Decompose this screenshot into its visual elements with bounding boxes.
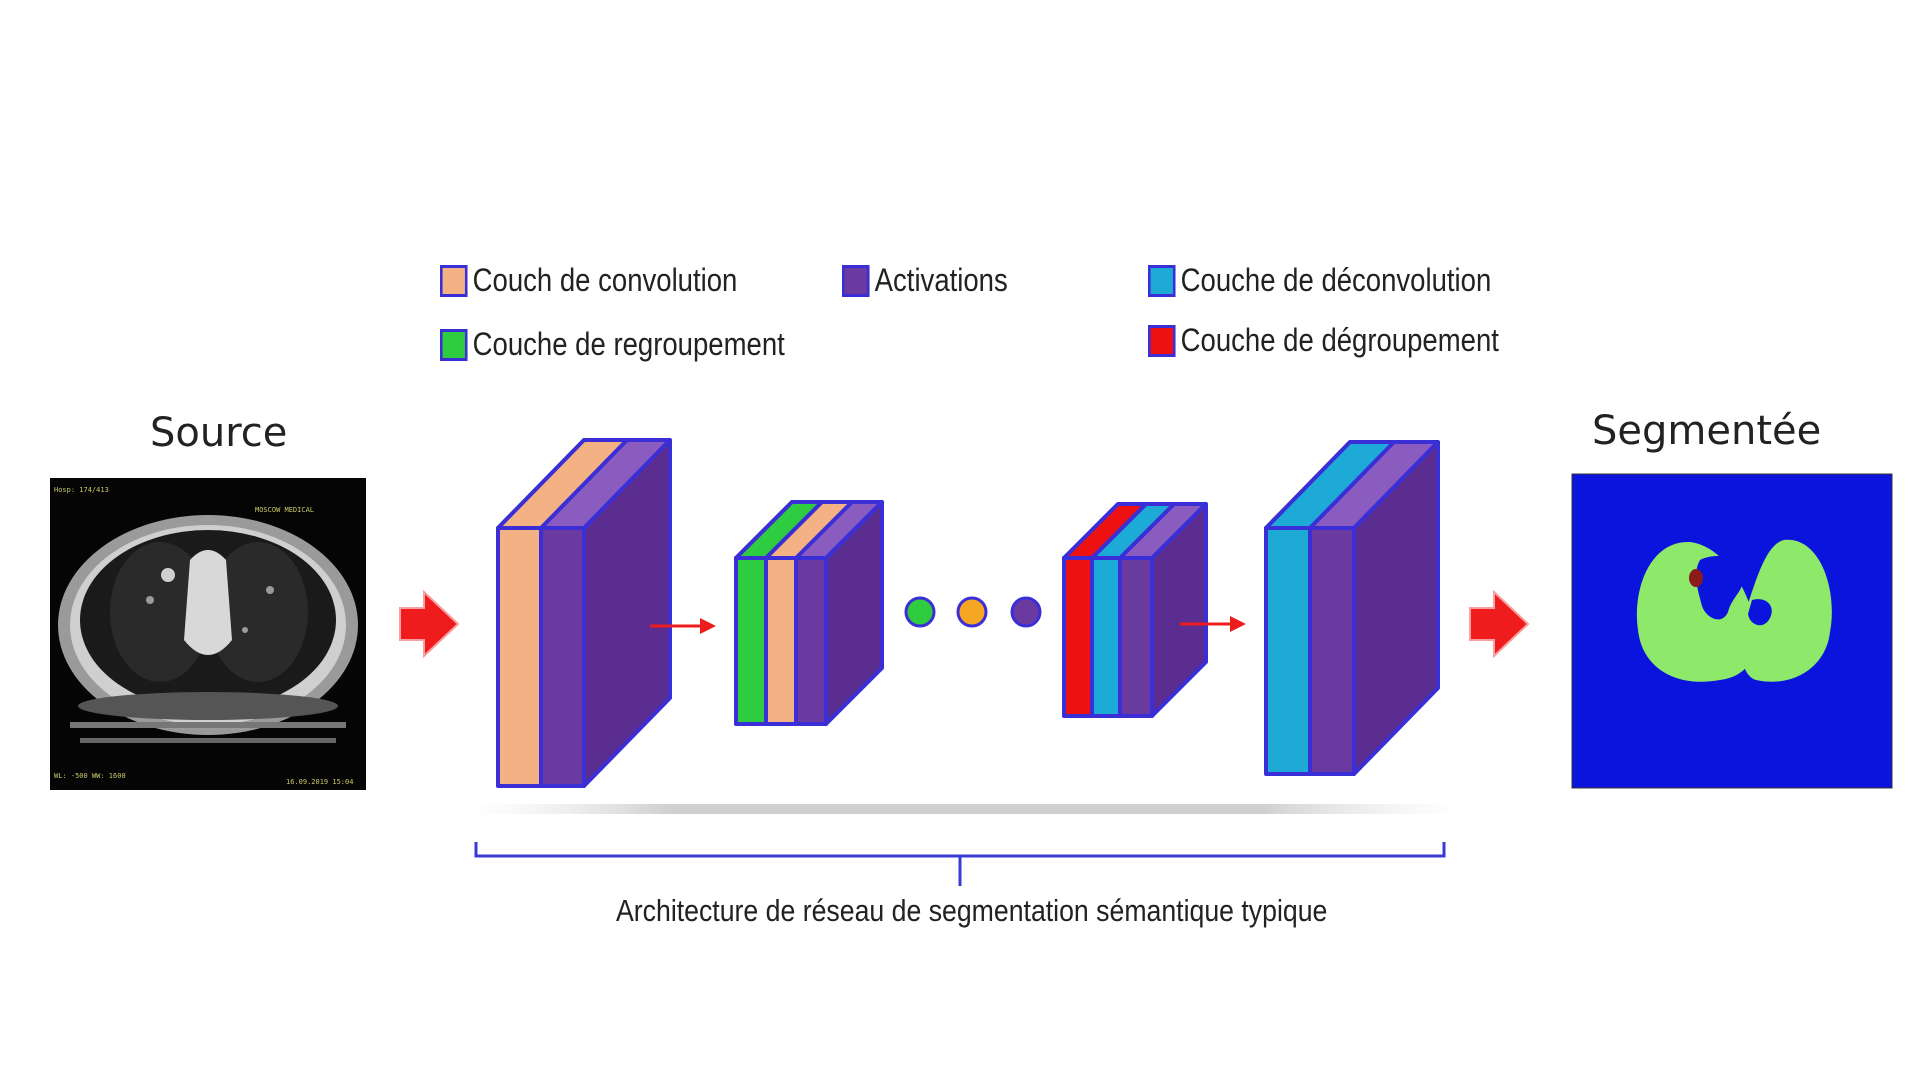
ct-text-top-right: MOSCOW MEDICAL xyxy=(255,506,314,514)
block-unpool-3 xyxy=(1062,502,1208,718)
dot-orange xyxy=(956,596,988,628)
bracket xyxy=(474,842,1446,886)
legend-item-pooling: Couche de regroupement xyxy=(440,326,785,363)
convolution-swatch xyxy=(440,264,468,297)
input-arrow-icon xyxy=(399,589,460,659)
dot-green xyxy=(904,596,936,628)
legend-label-deconvolution: Couche de déconvolution xyxy=(1180,262,1492,298)
legend-item-unpooling: Couche de dégroupement xyxy=(1148,322,1499,359)
block-conv-1 xyxy=(496,438,672,788)
ct-scan-image: Hosp: 174/413 MOSCOW MEDICAL WL: -500 WW… xyxy=(50,478,366,790)
legend-label-pooling: Couche de regroupement xyxy=(472,326,785,362)
legend-item-convolution: Couch de convolution xyxy=(440,262,737,299)
ground-shadow xyxy=(470,804,1460,814)
output-arrow-icon xyxy=(1469,589,1530,659)
pooling-swatch xyxy=(440,328,468,361)
legend-item-deconvolution: Couche de déconvolution xyxy=(1148,262,1491,299)
unpooling-swatch xyxy=(1148,324,1176,357)
legend-label-activations: Activations xyxy=(874,262,1008,298)
segmentation-output-image xyxy=(1571,473,1893,789)
ct-text-top-left: Hosp: 174/413 xyxy=(54,486,109,494)
dot-purple xyxy=(1010,596,1042,628)
ct-text-bottom-right: 16.09.2019 15:04 xyxy=(286,778,353,786)
source-title: Source xyxy=(150,410,288,456)
small-arrow-2-icon xyxy=(1180,616,1246,632)
ct-text-bottom-left: WL: -500 WW: 1600 xyxy=(54,772,126,780)
diagram-caption: Architecture de réseau de segmentation s… xyxy=(616,893,1328,928)
deconvolution-swatch xyxy=(1148,264,1176,297)
legend-label-unpooling: Couche de dégroupement xyxy=(1180,322,1499,358)
block-deconv-4 xyxy=(1264,440,1440,776)
legend-item-activations: Activations xyxy=(842,262,1008,299)
small-arrow-1-icon xyxy=(650,618,716,634)
output-title: Segmentée xyxy=(1592,408,1822,454)
block-pool-2 xyxy=(734,500,884,726)
legend-label-convolution: Couch de convolution xyxy=(472,262,738,298)
activations-swatch xyxy=(842,264,870,297)
